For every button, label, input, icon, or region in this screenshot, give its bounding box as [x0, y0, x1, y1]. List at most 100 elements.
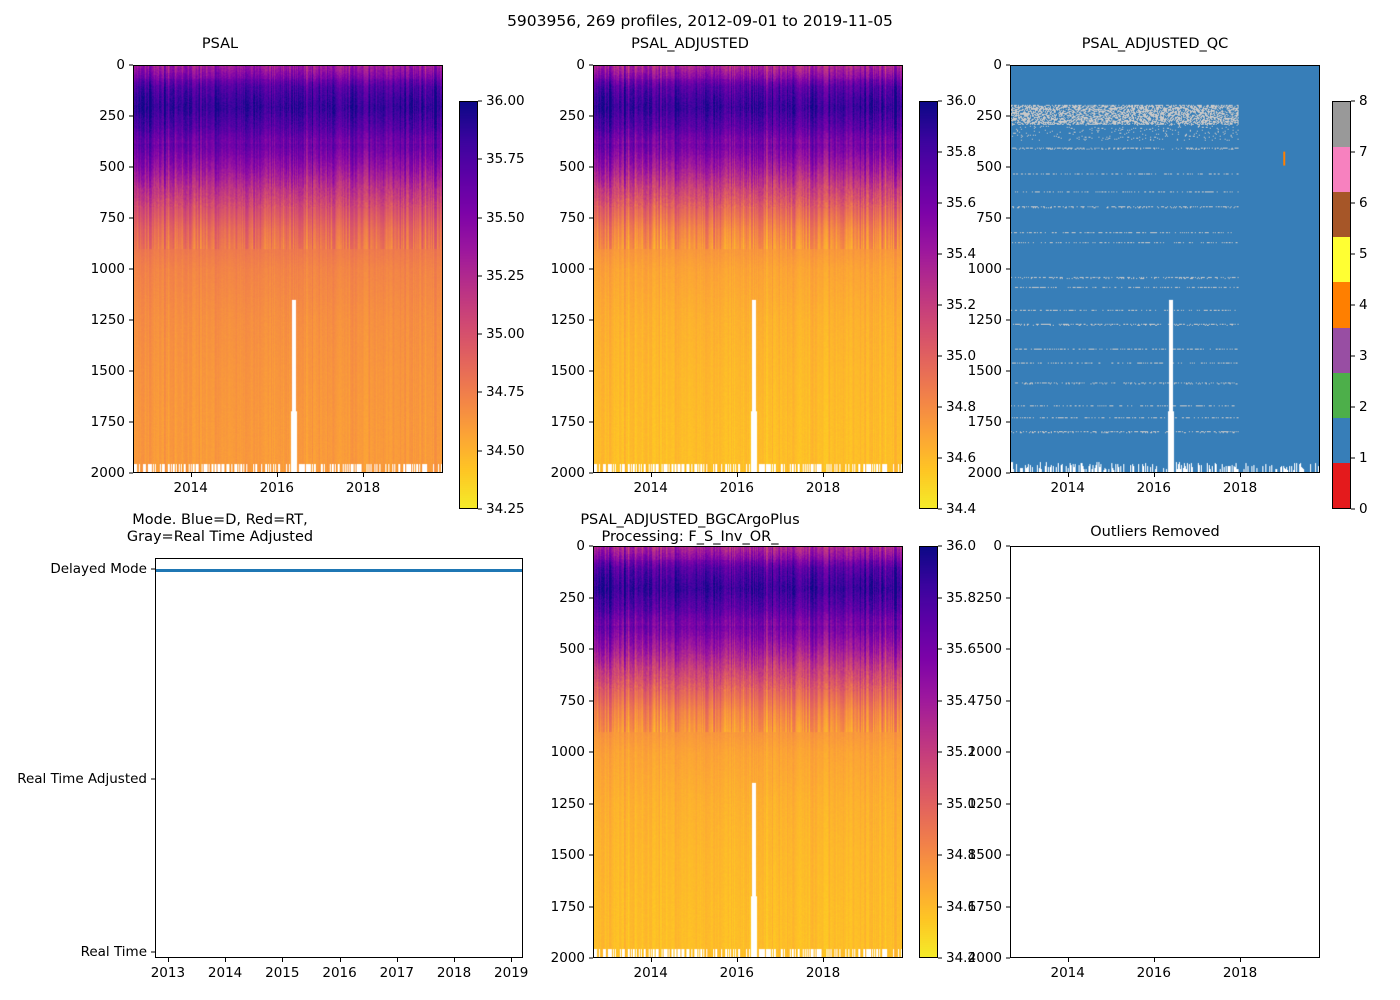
- xtick-mark: [339, 958, 341, 962]
- colorbar-tick-label: 35.2: [946, 297, 977, 313]
- ytick-mark: [129, 421, 133, 423]
- ytick-label: 250: [976, 108, 1002, 124]
- axes-bgcargoplus[interactable]: [593, 546, 903, 958]
- axes-outliers[interactable]: [1010, 546, 1320, 958]
- colorbar-tick-label: 35.75: [486, 151, 525, 168]
- heatmap-bgcargoplus: [594, 547, 902, 957]
- ytick-label: 0: [993, 57, 1002, 73]
- xtick-mark: [1067, 473, 1069, 477]
- ytick-label: 500: [976, 159, 1002, 175]
- ytick-label: 2000: [967, 465, 1002, 481]
- colorbar-tick-mark: [1351, 304, 1355, 306]
- ytick-mark: [589, 166, 593, 168]
- panel-mode-title: Mode. Blue=D, Red=RT, Gray=Real Time Adj…: [0, 512, 440, 546]
- ytick-label: 1000: [550, 261, 585, 277]
- ytick-label: 1750: [550, 898, 585, 915]
- ytick-mark: [589, 421, 593, 423]
- colorbar-tick-label: 35.8: [946, 589, 977, 606]
- colorbar-tick-mark: [478, 158, 482, 160]
- ytick-label: 500: [559, 641, 585, 657]
- colorbar-tick-label: 8: [1359, 93, 1368, 109]
- ytick-label: 750: [976, 692, 1002, 709]
- colorbar-tick-mark: [478, 217, 482, 219]
- colorbar-qc-segment-1: [1333, 417, 1350, 463]
- xtick-label: 2019: [494, 965, 529, 981]
- panel-bgcargoplus-title-line1: PSAL_ADJUSTED_BGCArgoPlus: [580, 512, 800, 528]
- ytick-label: 0: [576, 538, 585, 554]
- ytick-mark: [1006, 957, 1010, 959]
- colorbar-tick-label: 35.0: [946, 795, 977, 812]
- panel-psal-adjusted-qc-title: PSAL_ADJUSTED_QC: [1081, 36, 1229, 52]
- colorbar-tick-label: 34.75: [486, 384, 525, 401]
- axes-psal[interactable]: [133, 65, 443, 473]
- colorbar-tick-mark: [478, 450, 482, 452]
- ytick-label: 1000: [967, 744, 1002, 760]
- ytick-label: 1000: [967, 261, 1002, 277]
- ytick-mark: [589, 370, 593, 372]
- axes-psal-adjusted[interactable]: [593, 65, 903, 473]
- ytick-mark: [589, 803, 593, 804]
- panel-psal: PSAL 0 250 500 750 1000 1250 1500 1750 2000 2014…: [0, 36, 525, 517]
- ytick-mark: [129, 319, 133, 321]
- colorbar-tick-label: 36.00: [486, 93, 525, 109]
- xtick-label: 2016: [1136, 480, 1172, 496]
- ytick-mark: [151, 568, 155, 570]
- ytick-label: 0: [576, 57, 585, 73]
- axes-mode[interactable]: [155, 558, 523, 958]
- colorbar-tick-mark: [938, 906, 942, 907]
- panel-outliers-title: Outliers Removed: [1090, 524, 1220, 540]
- ytick-mark: [589, 115, 593, 117]
- colorbar-tick-mark: [938, 508, 942, 510]
- ytick-mark: [1006, 268, 1010, 270]
- ytick-label: 1500: [967, 847, 1002, 863]
- ytick-mark: [1006, 700, 1010, 701]
- colorbar-tick-mark: [938, 355, 942, 357]
- xtick-label: 2018: [1222, 480, 1258, 496]
- colorbar-tick-label: 35.2: [946, 744, 977, 760]
- colorbar-psal: [459, 101, 478, 509]
- panel-mode: Mode. Blue=D, Red=RT, Gray=Real Time Adj…: [0, 512, 528, 1000]
- ytick-label: 250: [559, 589, 585, 606]
- panel-psal-title: PSAL: [201, 36, 239, 52]
- xtick-mark: [225, 958, 227, 962]
- colorbar-qc-segment-6: [1333, 192, 1350, 238]
- ytick-mark: [1006, 803, 1010, 804]
- colorbar-tick-mark: [1351, 508, 1355, 510]
- ytick-label: 2000: [550, 950, 585, 966]
- colorbar-tick-mark: [938, 202, 942, 204]
- xtick-label: 2014: [1050, 965, 1085, 981]
- ytick-mark: [589, 472, 593, 474]
- xtick-label: 2014: [173, 480, 208, 496]
- ytick-label: 1500: [967, 363, 1002, 379]
- mode-delayed-line: [156, 568, 522, 572]
- xtick-label: 2014: [633, 480, 668, 496]
- axes-psal-adjusted-qc[interactable]: [1010, 65, 1320, 473]
- ytick-mark: [1006, 370, 1010, 372]
- ytick-mark: [1006, 166, 1010, 168]
- colorbar-tick-mark: [478, 100, 482, 102]
- ytick-label: 500: [99, 159, 125, 175]
- panel-bgcargoplus: PSAL_ADJUSTED_BGCArgoPlus Processing: F_…: [470, 512, 976, 1000]
- colorbar-tick-label: 3: [1359, 348, 1368, 364]
- ytick-mark: [589, 854, 593, 856]
- colorbar-tick-label: 35.8: [946, 144, 977, 160]
- ytick-mark: [129, 370, 133, 372]
- xtick-label: 2016: [259, 480, 295, 496]
- xtick-label: 2014: [1050, 480, 1085, 496]
- xtick-mark: [650, 958, 652, 962]
- ytick-label: 500: [976, 641, 1002, 657]
- xtick-mark: [823, 473, 825, 477]
- colorbar-tick-label: 0: [1359, 501, 1368, 517]
- xtick-label: 2018: [805, 965, 841, 981]
- ytick-mark: [1006, 597, 1010, 598]
- ytick-label: 500: [559, 159, 585, 175]
- ytick-mark: [1006, 906, 1010, 907]
- panel-mode-title-line2: Gray=Real Time Adjusted: [126, 529, 314, 545]
- xtick-mark: [650, 473, 652, 477]
- panel-psal-adjusted-qc: PSAL_ADJUSTED_QC 0 250 500 750 1000 1250 1500 1…: [940, 36, 1400, 517]
- ytick-label: 2000: [90, 465, 125, 481]
- colorbar-tick-label: 35.00: [486, 326, 525, 343]
- colorbar-tick-label: 4: [1359, 297, 1368, 313]
- xtick-label: 2017: [379, 965, 414, 981]
